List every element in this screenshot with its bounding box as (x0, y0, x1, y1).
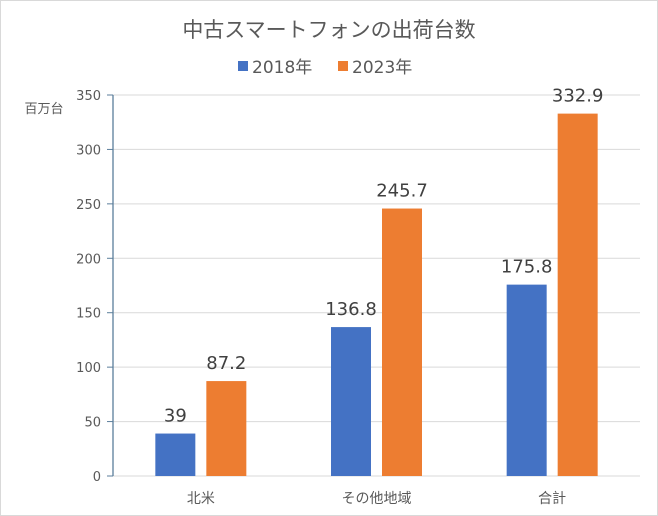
legend-swatch-2018年 (238, 61, 248, 71)
x-category-label: 北米 (187, 491, 215, 507)
y-tick-label: 350 (76, 89, 101, 104)
legend-label: 2018年 (252, 58, 312, 78)
bar-2023年-北米 (206, 381, 247, 476)
legend: 2018年 2023年 (238, 58, 412, 78)
data-label: 245.7 (376, 181, 428, 202)
legend-label: 2023年 (352, 58, 412, 78)
x-category-label: その他地域 (342, 491, 412, 507)
data-label: 87.2 (206, 353, 246, 374)
y-tick-label: 250 (76, 198, 101, 213)
bar-2018年-北米 (155, 433, 196, 476)
legend-swatch-2023年 (338, 61, 348, 71)
y-tick-label: 300 (76, 143, 101, 158)
y-tick-label: 0 (93, 470, 101, 485)
bar-2023年-合計 (557, 113, 598, 477)
data-label: 39 (164, 406, 187, 427)
y-tick-label: 200 (76, 252, 101, 267)
data-label: 136.8 (325, 299, 377, 320)
y-tick-label: 150 (76, 307, 101, 322)
data-label: 332.9 (552, 86, 604, 107)
bar-2018年-その他地域 (331, 327, 371, 476)
bar-2018年-合計 (506, 284, 547, 476)
y-tick-label: 100 (76, 361, 101, 376)
bar-2023年-その他地域 (382, 208, 422, 476)
y-axis-unit-label: 百万台 (24, 102, 63, 117)
data-label: 175.8 (501, 257, 553, 278)
chart-title: 中古スマートフォンの出荷台数 (182, 18, 475, 42)
y-tick-label: 50 (84, 416, 101, 431)
x-category-label: 合計 (538, 491, 566, 507)
